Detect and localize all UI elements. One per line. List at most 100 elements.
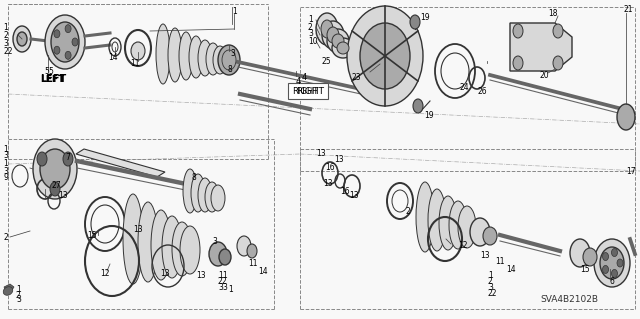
Text: 14: 14 xyxy=(258,266,268,276)
Text: RIGHT: RIGHT xyxy=(296,86,324,95)
Ellipse shape xyxy=(332,38,354,58)
Text: 23: 23 xyxy=(352,72,362,81)
Ellipse shape xyxy=(322,21,344,49)
Text: 16: 16 xyxy=(325,162,335,172)
Ellipse shape xyxy=(611,270,618,278)
Text: 12: 12 xyxy=(458,241,467,249)
Text: 14: 14 xyxy=(506,264,516,273)
Polygon shape xyxy=(4,284,14,291)
Ellipse shape xyxy=(247,244,257,258)
Ellipse shape xyxy=(410,15,420,29)
Ellipse shape xyxy=(321,20,333,38)
Text: 2: 2 xyxy=(222,278,227,286)
Text: 20: 20 xyxy=(540,71,550,80)
Text: 13: 13 xyxy=(160,269,170,278)
Ellipse shape xyxy=(205,182,219,212)
Text: 3: 3 xyxy=(3,152,8,160)
Polygon shape xyxy=(510,23,572,71)
Text: 15: 15 xyxy=(580,264,589,273)
Text: 8: 8 xyxy=(192,174,196,182)
Text: 3: 3 xyxy=(222,284,227,293)
Text: 3: 3 xyxy=(488,284,493,293)
Text: 3: 3 xyxy=(218,284,223,293)
Text: 5: 5 xyxy=(48,66,53,76)
Ellipse shape xyxy=(180,226,200,274)
Ellipse shape xyxy=(218,45,240,75)
Ellipse shape xyxy=(553,56,563,70)
Text: 13: 13 xyxy=(196,271,205,280)
Ellipse shape xyxy=(162,216,182,278)
Ellipse shape xyxy=(602,253,609,261)
Ellipse shape xyxy=(570,239,590,267)
Text: 4: 4 xyxy=(302,73,307,83)
Text: 10: 10 xyxy=(308,36,317,46)
Text: 2: 2 xyxy=(3,32,8,41)
Text: 25: 25 xyxy=(322,56,332,65)
Ellipse shape xyxy=(458,206,476,248)
Text: 13: 13 xyxy=(480,250,490,259)
Ellipse shape xyxy=(151,210,171,280)
Text: 1: 1 xyxy=(228,285,233,293)
Text: 16: 16 xyxy=(340,187,349,196)
Text: 19: 19 xyxy=(420,12,429,21)
Text: 13: 13 xyxy=(58,191,68,201)
Ellipse shape xyxy=(65,51,71,59)
Text: 13: 13 xyxy=(133,225,143,234)
Ellipse shape xyxy=(237,236,251,256)
Text: 13: 13 xyxy=(334,154,344,164)
Ellipse shape xyxy=(65,25,71,33)
Text: 21: 21 xyxy=(623,5,632,14)
Text: 6: 6 xyxy=(610,277,615,286)
Ellipse shape xyxy=(54,30,60,38)
Ellipse shape xyxy=(17,32,27,46)
Text: 5: 5 xyxy=(44,66,49,76)
Ellipse shape xyxy=(72,38,78,46)
Ellipse shape xyxy=(332,34,344,48)
Ellipse shape xyxy=(211,185,225,211)
Text: 15: 15 xyxy=(87,231,97,240)
Text: 22: 22 xyxy=(3,47,13,56)
Ellipse shape xyxy=(168,28,182,82)
Polygon shape xyxy=(76,149,165,177)
Ellipse shape xyxy=(594,239,630,287)
Text: 4: 4 xyxy=(296,77,301,85)
Text: 13: 13 xyxy=(323,179,333,188)
Text: 1: 1 xyxy=(16,286,20,294)
Ellipse shape xyxy=(189,36,203,78)
Ellipse shape xyxy=(138,202,158,282)
Text: 11: 11 xyxy=(130,58,140,68)
Text: 24: 24 xyxy=(460,84,470,93)
Text: 9: 9 xyxy=(3,174,8,182)
Ellipse shape xyxy=(553,24,563,38)
Text: 17: 17 xyxy=(626,167,636,175)
Text: 2: 2 xyxy=(488,278,493,286)
Text: 1: 1 xyxy=(222,271,227,280)
Ellipse shape xyxy=(198,40,212,76)
FancyBboxPatch shape xyxy=(288,83,328,99)
Text: 3: 3 xyxy=(16,295,21,305)
Ellipse shape xyxy=(416,182,434,252)
Ellipse shape xyxy=(209,242,227,266)
Text: 1: 1 xyxy=(308,16,313,25)
Text: 19: 19 xyxy=(424,110,434,120)
Text: 2: 2 xyxy=(308,23,313,32)
Text: 7: 7 xyxy=(65,152,70,161)
Ellipse shape xyxy=(617,104,635,130)
Ellipse shape xyxy=(513,24,523,38)
Text: RIGHT: RIGHT xyxy=(292,86,318,95)
Text: 2: 2 xyxy=(405,207,410,217)
Text: 8: 8 xyxy=(228,64,233,73)
Text: 22: 22 xyxy=(488,290,497,299)
Ellipse shape xyxy=(316,13,338,45)
Ellipse shape xyxy=(40,149,70,189)
Ellipse shape xyxy=(327,27,339,43)
Text: 3: 3 xyxy=(212,236,217,246)
Ellipse shape xyxy=(213,46,227,74)
Text: 27: 27 xyxy=(52,181,61,189)
Text: 13: 13 xyxy=(349,191,358,201)
Ellipse shape xyxy=(413,99,423,113)
Ellipse shape xyxy=(179,32,193,80)
Ellipse shape xyxy=(206,43,220,75)
Ellipse shape xyxy=(219,249,231,265)
Text: 13: 13 xyxy=(316,150,326,159)
